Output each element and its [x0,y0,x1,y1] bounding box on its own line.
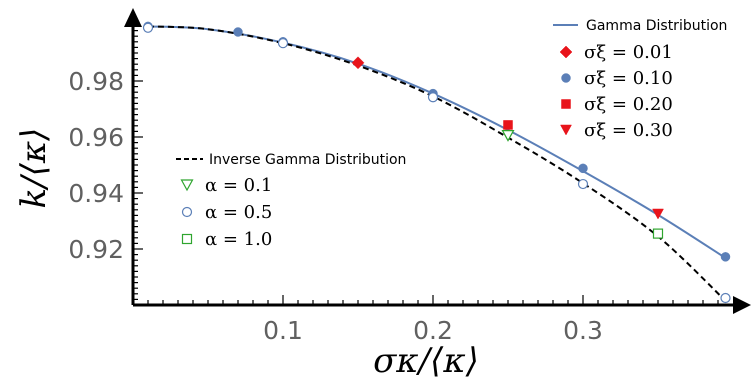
legend-inverse-gamma-label: Inverse Gamma Distribution [209,152,406,168]
data-point [501,130,515,142]
data-point [720,292,731,304]
legend-marker [181,206,193,218]
legend-marker [180,179,194,192]
data-point [578,163,588,174]
legend-marker [561,73,571,83]
y-tick-label: 0.94 [68,179,124,208]
data-point [577,178,589,190]
data-point [652,208,664,220]
legend-item-label: σξ = 0.30 [584,120,673,141]
inverse-gamma-curve [147,25,727,302]
data-point [277,38,289,49]
y-tick-label: 0.98 [68,67,124,96]
legend-gamma: Gamma Distribution σξ = 0.01 σξ = 0.10 σξ =… [553,18,727,141]
legend-marker [559,45,573,59]
data-point [233,27,243,37]
ticks: 0.1 0.2 0.3 0.92 0.94 0.96 0.98 [68,30,719,345]
data-point [427,92,439,103]
data-point [351,56,365,70]
legend-item-label: σξ = 0.20 [584,94,673,115]
legend-marker [181,233,193,245]
legend-marker [561,99,571,109]
legend-item-label: σξ = 0.10 [584,68,673,89]
x-tick-label: 0.2 [413,316,453,345]
x-tick-label: 0.1 [263,316,303,345]
x-tick-label: 0.3 [563,316,603,345]
legend-marker [560,124,572,136]
x-axis-arrow [733,296,751,314]
data-point [720,252,731,262]
data-point [503,120,513,130]
legend-item-label: α = 0.1 [205,175,272,196]
data-point [652,228,664,239]
data-point [142,22,154,33]
x-axis-title: σκ/⟨κ⟩ [373,341,479,381]
y-axis-title: k/⟨κ⟩ [14,128,54,209]
legend-inverse-gamma: Inverse Gamma Distribution α = 0.1 α = 0.5… [176,152,406,250]
legend-item-label: α = 1.0 [205,229,272,250]
legend-item-label: α = 0.5 [205,202,272,223]
data-markers [142,21,731,304]
legend-gamma-label: Gamma Distribution [586,18,727,34]
y-tick-label: 0.96 [68,123,124,152]
legend-item-label: σξ = 0.01 [584,42,673,63]
y-tick-label: 0.92 [68,235,124,264]
y-axis-arrow [124,8,142,27]
